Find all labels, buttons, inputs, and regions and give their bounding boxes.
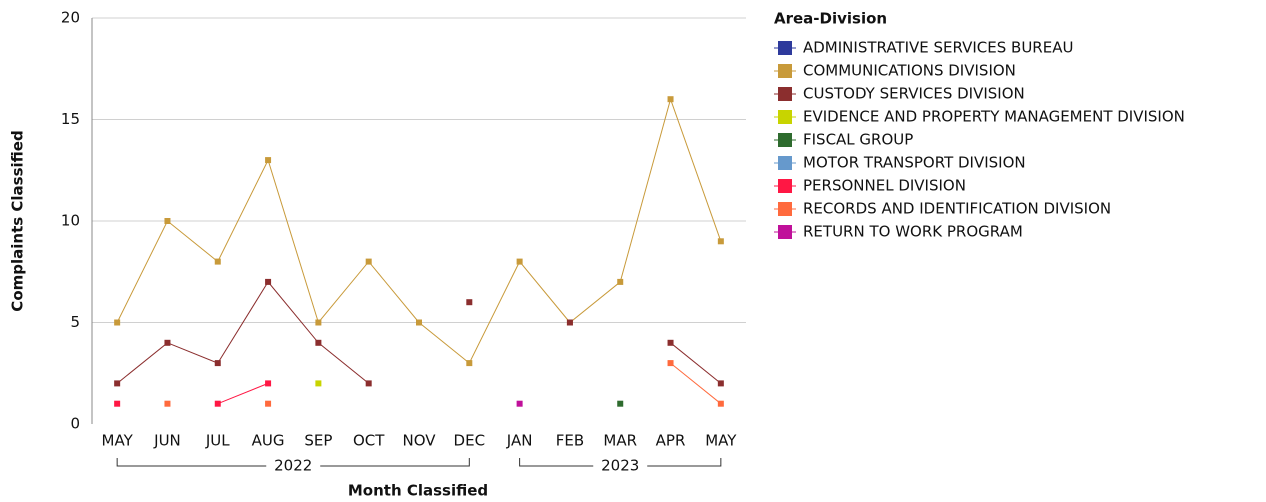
legend-swatch [778, 225, 792, 239]
point [416, 319, 422, 326]
point [114, 319, 121, 326]
legend-label: COMMUNICATIONS DIVISION [803, 62, 1016, 80]
series-line [116, 281, 722, 384]
y-tick-label: 20 [61, 9, 80, 27]
legend-label: ADMINISTRATIVE SERVICES BUREAU [803, 39, 1073, 57]
point [717, 380, 724, 387]
point [114, 400, 121, 407]
point [164, 339, 171, 346]
legend-label: MOTOR TRANSPORT DIVISION [803, 154, 1026, 172]
x-tick-label: MAY [705, 432, 737, 450]
x-tick-label: DEC [454, 432, 486, 450]
x-tick-label: MAY [102, 432, 134, 450]
legend-label: FISCAL GROUP [803, 131, 913, 149]
legend-swatch [778, 156, 792, 170]
x-tick-label: MAR [603, 432, 637, 450]
x-axis-title: Month Classified [348, 482, 488, 500]
legend-label: RETURN TO WORK PROGRAM [803, 223, 1023, 241]
legend-swatch [778, 64, 792, 78]
y-axis-title: Complaints Classified [9, 130, 27, 311]
legend-swatch [778, 110, 792, 124]
legend-label: RECORDS AND IDENTIFICATION DIVISION [803, 200, 1111, 218]
point [365, 258, 372, 265]
legend-swatch [778, 87, 792, 101]
point [265, 157, 272, 164]
y-tick-label: 15 [61, 110, 80, 128]
group-label: 2023 [601, 457, 639, 475]
point [466, 360, 473, 367]
point [617, 400, 624, 407]
x-tick-label: FEB [556, 432, 584, 450]
x-tick-label: AUG [252, 432, 285, 450]
point [667, 360, 674, 367]
point [315, 380, 322, 387]
y-tick-label: 10 [61, 212, 80, 230]
point [617, 278, 624, 285]
point [466, 299, 473, 306]
group-bracket [519, 458, 722, 467]
point [667, 96, 674, 103]
point [214, 258, 221, 265]
x-tick-label: JUN [153, 432, 181, 450]
series-line [670, 362, 722, 405]
point [516, 400, 523, 407]
point [265, 278, 272, 285]
legend-swatch [778, 202, 792, 216]
point [315, 319, 322, 326]
x-tick-label: JUL [205, 432, 230, 450]
point [566, 319, 573, 326]
point [214, 360, 221, 367]
point [164, 400, 171, 407]
legend-label: PERSONNEL DIVISION [803, 177, 966, 195]
legend-swatch [778, 133, 792, 147]
point [265, 380, 272, 387]
y-tick-label: 5 [70, 313, 80, 331]
point [164, 218, 171, 224]
point [717, 400, 724, 407]
legend-title: Area-Division [774, 10, 887, 28]
x-tick-label: OCT [353, 432, 385, 450]
legend-swatch [778, 41, 792, 55]
legend-swatch [778, 179, 792, 193]
point [315, 339, 322, 346]
x-tick-label: NOV [402, 432, 436, 450]
y-tick-label: 0 [70, 415, 80, 433]
legend-label: CUSTODY SERVICES DIVISION [803, 85, 1025, 103]
point [667, 339, 674, 346]
point [214, 400, 221, 407]
point [516, 258, 523, 265]
x-tick-label: APR [656, 432, 686, 450]
point [265, 400, 272, 407]
group-label: 2022 [274, 457, 312, 475]
x-tick-label: SEP [304, 432, 332, 450]
legend-label: EVIDENCE AND PROPERTY MANAGEMENT DIVISIO… [803, 108, 1185, 126]
point [717, 238, 724, 245]
x-tick-label: JAN [506, 432, 533, 450]
point [114, 380, 121, 387]
series-line [217, 382, 269, 405]
group-bracket [116, 458, 470, 467]
point [365, 380, 372, 387]
